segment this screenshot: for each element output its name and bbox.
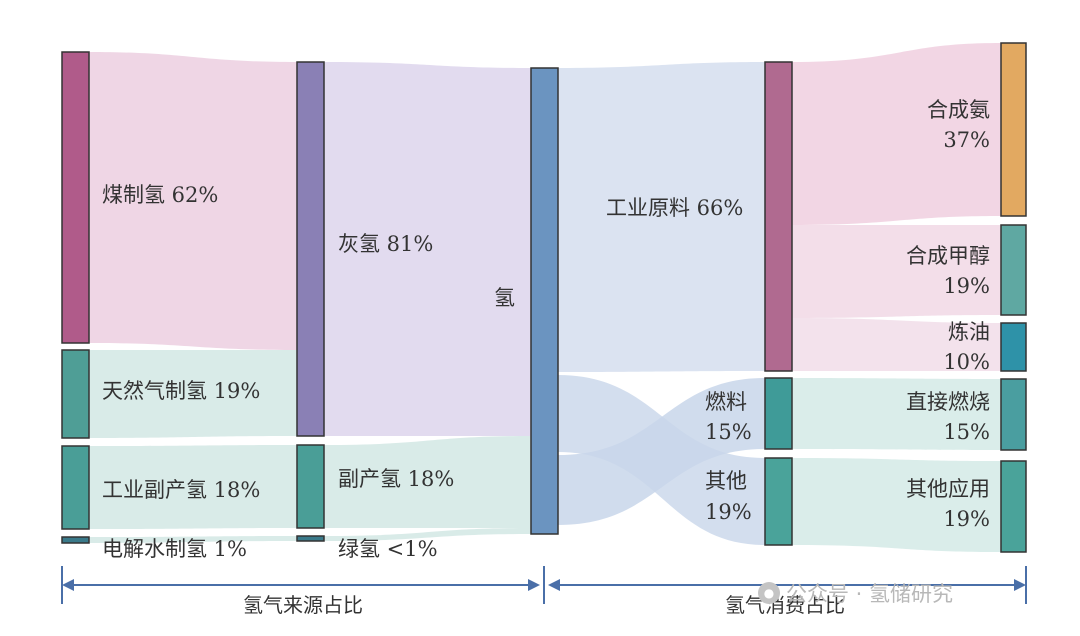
flow-industry-to-ammonia bbox=[792, 43, 1001, 225]
label-refining-pct: 10% bbox=[943, 350, 990, 374]
flow-hydrogen-to-other bbox=[558, 375, 765, 545]
node-fuel bbox=[764, 377, 793, 450]
flow-electrolysis-to-green bbox=[89, 536, 297, 543]
node-hydrogen bbox=[530, 67, 559, 535]
node-refining bbox=[1000, 322, 1027, 372]
flow-hydrogen-to-industry bbox=[558, 62, 765, 372]
label-other-applications-name: 其他应用 bbox=[906, 477, 990, 501]
node-other-applications bbox=[1000, 460, 1027, 553]
label-green-hydrogen: 绿氢 <1% bbox=[338, 537, 438, 561]
node-byproduct-hydrogen bbox=[296, 444, 325, 529]
node-methanol bbox=[1000, 224, 1027, 316]
node-green-hydrogen bbox=[296, 535, 325, 542]
flow-gray-to-hydrogen bbox=[324, 62, 531, 436]
label-coal: 煤制氢 62% bbox=[102, 183, 218, 207]
label-byproduct-hydrogen: 副产氢 18% bbox=[338, 467, 454, 491]
label-other-pct: 19% bbox=[705, 500, 752, 524]
flow-byproduct-to-hydrogen bbox=[324, 436, 531, 528]
flow-industry-to-refining bbox=[792, 318, 1001, 371]
node-industrial-feedstock bbox=[764, 61, 793, 372]
node-coal bbox=[61, 51, 90, 344]
label-ammonia-name: 合成氨 bbox=[927, 98, 990, 122]
label-gray-hydrogen: 灰氢 81% bbox=[338, 232, 433, 256]
source-range-axis bbox=[61, 566, 545, 604]
flow-gas-to-gray bbox=[89, 350, 297, 438]
label-refining-name: 炼油 bbox=[948, 320, 990, 344]
label-fuel-name: 燃料 bbox=[705, 390, 747, 414]
watermark-text: 公众号 · 氢储研究 bbox=[786, 582, 954, 606]
node-other bbox=[764, 457, 793, 546]
consumption-range-axis bbox=[548, 566, 1027, 604]
flow-other-to-otherapp bbox=[792, 458, 1001, 552]
flow-byproduct-to-byproduct bbox=[89, 445, 297, 529]
flow-coal-to-gray bbox=[89, 52, 297, 350]
label-ammonia-pct: 37% bbox=[943, 128, 990, 152]
label-other-name: 其他 bbox=[705, 469, 747, 493]
node-electrolysis bbox=[61, 536, 90, 544]
label-fuel-pct: 15% bbox=[705, 420, 752, 444]
node-industrial-byproduct bbox=[61, 445, 90, 530]
label-industrial-feedstock: 工业原料 66% bbox=[606, 196, 743, 220]
watermark: ● 公众号 · 氢储研究 bbox=[758, 578, 953, 608]
node-direct-combustion bbox=[1000, 378, 1027, 451]
flow-green-to-hydrogen bbox=[324, 528, 531, 541]
node-gray-hydrogen bbox=[296, 61, 325, 437]
flow-industry-to-methanol bbox=[792, 225, 1001, 318]
consumption-share-label: 氢气消费占比 bbox=[725, 593, 845, 617]
source-share-label: 氢气来源占比 bbox=[243, 593, 363, 617]
label-hydrogen: 氢 bbox=[494, 286, 515, 310]
flow-fuel-to-combustion bbox=[792, 378, 1001, 450]
label-industrial-byproduct: 工业副产氢 18% bbox=[102, 478, 260, 502]
label-direct-combustion-name: 直接燃烧 bbox=[906, 390, 990, 414]
label-methanol-pct: 19% bbox=[943, 274, 990, 298]
label-direct-combustion-pct: 15% bbox=[943, 420, 990, 444]
label-methanol-name: 合成甲醇 bbox=[906, 244, 990, 268]
node-gas bbox=[61, 349, 90, 439]
label-gas: 天然气制氢 19% bbox=[102, 379, 260, 403]
label-other-applications-pct: 19% bbox=[943, 507, 990, 531]
wechat-icon: ● bbox=[758, 582, 780, 604]
node-ammonia bbox=[1000, 42, 1027, 217]
label-electrolysis: 电解水制氢 1% bbox=[102, 537, 247, 561]
